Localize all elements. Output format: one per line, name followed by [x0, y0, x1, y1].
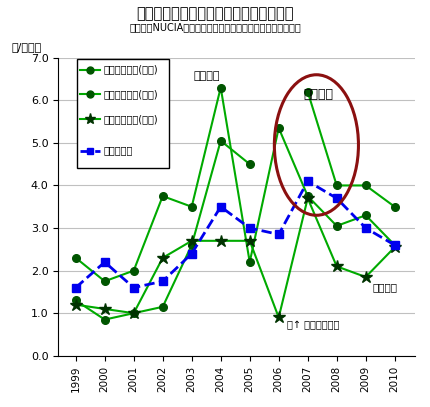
Text: 東電福島第二(新型): 東電福島第二(新型)	[104, 89, 159, 99]
Text: 柏崎刈羽: 柏崎刈羽	[373, 282, 398, 292]
Text: 福島第一: 福島第一	[303, 88, 333, 101]
Text: 福島第二: 福島第二	[193, 71, 220, 81]
FancyBboxPatch shape	[77, 59, 169, 168]
Text: 東電柏崎刈羽(新型): 東電柏崎刈羽(新型)	[104, 114, 159, 125]
Text: （総平均）: （総平均）	[104, 146, 133, 155]
Text: 東京電力発電所別トラブル等発生率推移: 東京電力発電所別トラブル等発生率推移	[136, 6, 294, 21]
Text: （出典：NUCIAデータベース，トラブル・保全品質情報計）: （出典：NUCIAデータベース，トラブル・保全品質情報計）	[129, 22, 301, 33]
Text: 東電福島第一(旧型): 東電福島第一(旧型)	[104, 65, 159, 74]
Text: 回/年・基: 回/年・基	[12, 42, 42, 52]
Text: （↑ 中越沖震災）: （↑ 中越沖震災）	[287, 320, 340, 330]
